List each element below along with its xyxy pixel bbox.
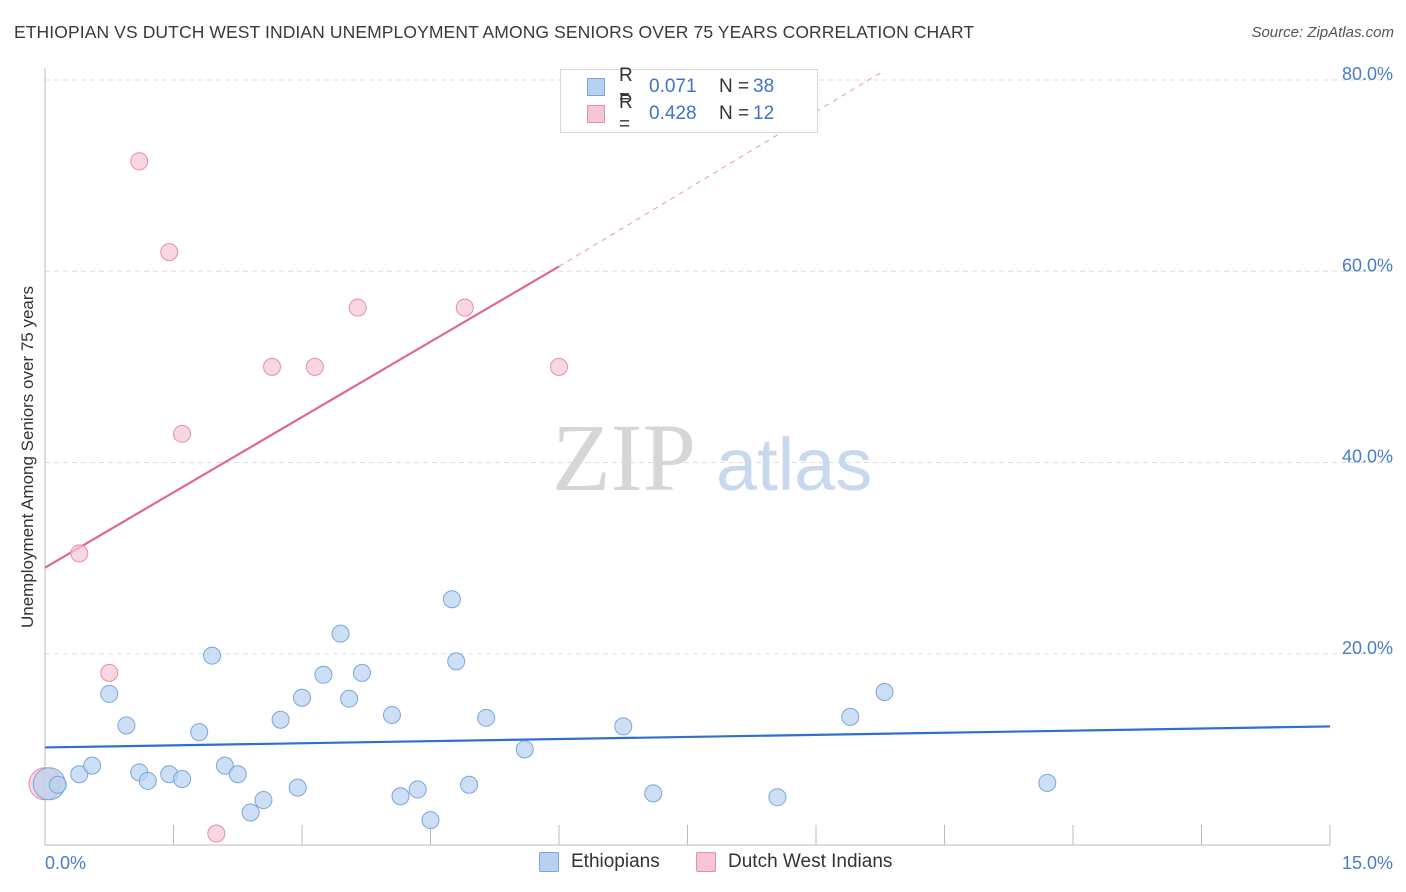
legend-r-label: R =: [619, 92, 633, 135]
data-point-ethiopians[interactable]: [100, 684, 119, 703]
data-point-ethiopians[interactable]: [70, 765, 89, 784]
data-point-ethiopians[interactable]: [644, 784, 663, 803]
data-point-ethiopians[interactable]: [841, 707, 860, 726]
data-point-ethiopians[interactable]: [408, 780, 427, 799]
data-point-ethiopians[interactable]: [1038, 773, 1057, 792]
data-point-dutch-west-indians[interactable]: [263, 357, 282, 376]
legend-swatch-blue: [587, 78, 605, 96]
data-point-ethiopians[interactable]: [215, 756, 234, 775]
legend-swatch-ethiopians: [539, 852, 559, 872]
x-tick-label-max: 15.0%: [1342, 853, 1393, 873]
legend-row-ethiopians: R = 0.071 N = 38: [587, 65, 775, 108]
data-point-ethiopians[interactable]: [83, 756, 102, 775]
data-point-ethiopians[interactable]: [241, 803, 260, 822]
legend-n-label: N =: [719, 103, 750, 124]
watermark-zip: ZIP: [552, 404, 696, 511]
correlation-legend: R = 0.071 N = 38 R = 0.428 N = 12: [560, 65, 818, 135]
tick-labels: 0.0% 15.0% 20.0% 40.0% 60.0% 80.0%: [45, 64, 1393, 873]
x-tick-label-min: 0.0%: [45, 853, 86, 873]
legend-row-dutch: R = 0.428 N = 12: [587, 92, 775, 135]
data-point-ethiopians[interactable]: [875, 683, 894, 701]
data-point-ethiopians[interactable]: [442, 590, 461, 609]
chart-title: ETHIOPIAN VS DUTCH WEST INDIAN UNEMPLOYM…: [14, 22, 975, 42]
data-point-ethiopians[interactable]: [117, 716, 136, 735]
data-point-ethiopians[interactable]: [515, 740, 534, 759]
y-tick-label: 20.0%: [1342, 638, 1393, 658]
legend-label-ethiopians: Ethiopians: [571, 851, 660, 872]
data-point-dutch-west-indians[interactable]: [550, 357, 568, 376]
data-point-ethiopians[interactable]: [382, 705, 401, 724]
data-point-dutch-west-indians[interactable]: [70, 544, 89, 563]
legend-label-dutch-west-indians: Dutch West Indians: [728, 851, 893, 872]
data-point-ethiopians[interactable]: [477, 708, 496, 727]
y-tick-label: 80.0%: [1342, 64, 1393, 84]
data-point-ethiopians[interactable]: [421, 811, 440, 830]
watermark: ZIP atlas: [552, 404, 872, 511]
data-points: [28, 152, 1057, 843]
trend-lines: [44, 70, 1331, 749]
data-point-dutch-west-indians[interactable]: [130, 152, 149, 171]
source-label: Source: ZipAtlas.com: [1251, 24, 1394, 41]
legend-r-label: R =: [619, 65, 633, 108]
data-point-ethiopians[interactable]: [271, 710, 290, 729]
y-tick-label: 40.0%: [1342, 447, 1393, 467]
watermark-atlas: atlas: [716, 423, 872, 506]
data-point-ethiopians[interactable]: [288, 778, 307, 797]
legend-swatch-dutch-west-indians: [696, 852, 716, 872]
data-point-ethiopians[interactable]: [254, 791, 273, 810]
data-point-dutch-west-indians[interactable]: [348, 298, 367, 317]
data-point-dutch-west-indians[interactable]: [160, 243, 179, 262]
data-point-ethiopians[interactable]: [391, 787, 410, 806]
grid: [45, 79, 1390, 655]
series-legend: Ethiopians Dutch West Indians: [0, 851, 1406, 877]
legend-r-value: 0.428: [649, 103, 697, 124]
data-point-ethiopians[interactable]: [460, 775, 479, 794]
legend-item-ethiopians[interactable]: Ethiopians: [539, 851, 660, 873]
data-point-dutch-west-indians[interactable]: [100, 663, 119, 682]
data-point-ethiopians[interactable]: [447, 652, 466, 671]
data-point-ethiopians[interactable]: [331, 624, 350, 643]
data-point-dutch-west-indians[interactable]: [455, 298, 474, 317]
data-point-ethiopians[interactable]: [768, 788, 787, 807]
legend-swatch-pink: [587, 105, 605, 123]
data-point-ethiopians[interactable]: [314, 665, 333, 684]
axes: [44, 68, 1331, 846]
data-point-ethiopians[interactable]: [203, 646, 222, 665]
trend-line-dutch-west-indians: [44, 265, 560, 569]
data-point-ethiopians[interactable]: [614, 717, 633, 736]
data-point-dutch-west-indians[interactable]: [207, 824, 226, 843]
legend-n-value: 12: [753, 103, 775, 124]
trend-line-extension-dutch-west-indians: [558, 70, 885, 267]
data-point-dutch-west-indians[interactable]: [305, 357, 324, 376]
data-point-ethiopians[interactable]: [293, 688, 311, 707]
data-point-ethiopians[interactable]: [352, 663, 371, 682]
data-point-ethiopians[interactable]: [138, 771, 157, 790]
legend-r-value: 0.071: [649, 76, 697, 97]
legend-n-label: N =: [719, 76, 750, 97]
y-tick-label: 60.0%: [1342, 255, 1393, 275]
trend-line-ethiopians: [44, 725, 1331, 749]
legend-n-value: 38: [753, 76, 775, 97]
data-point-ethiopians[interactable]: [173, 770, 192, 789]
data-point-dutch-west-indians[interactable]: [173, 424, 192, 443]
data-point-ethiopians[interactable]: [48, 775, 67, 794]
data-point-ethiopians[interactable]: [190, 723, 209, 742]
data-point-ethiopians[interactable]: [340, 689, 359, 708]
data-point-ethiopians[interactable]: [228, 765, 247, 784]
legend-item-dutch-west-indians[interactable]: Dutch West Indians: [696, 851, 892, 873]
